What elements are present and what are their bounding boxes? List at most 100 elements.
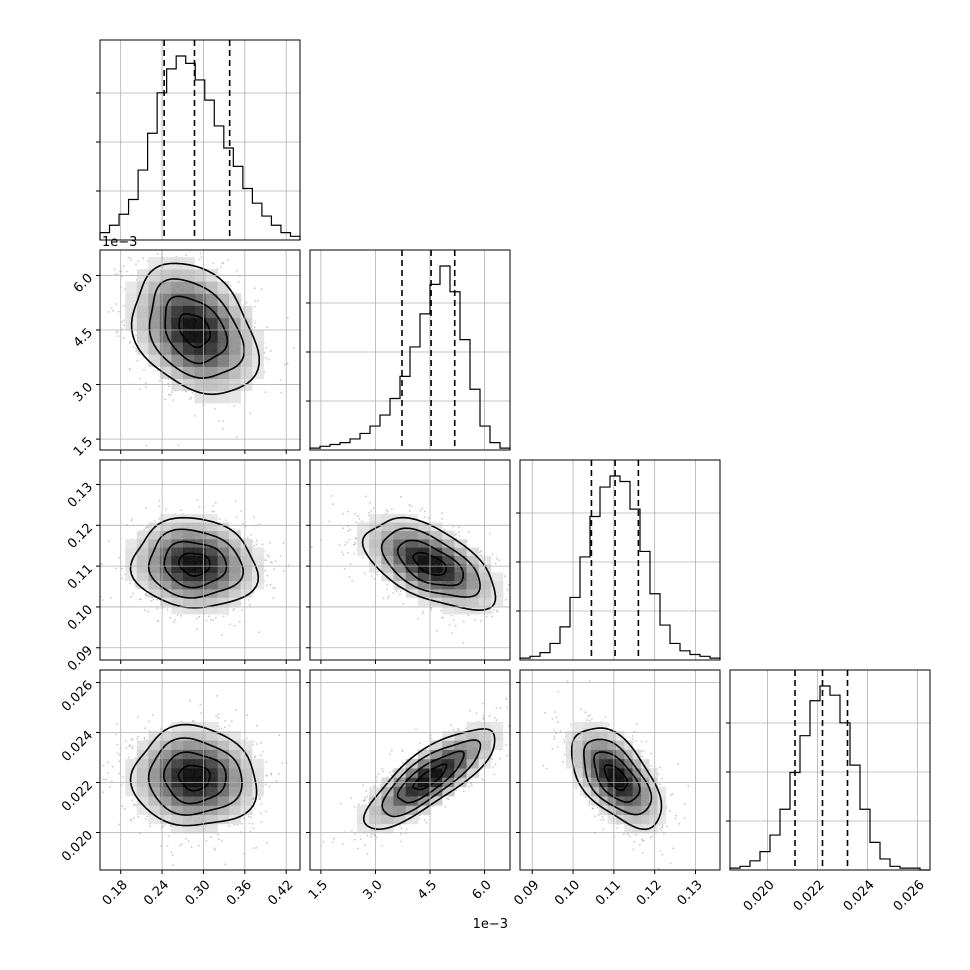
density-cell [148,580,161,590]
scatter-point [370,575,373,577]
density-cell [417,564,431,573]
scatter-point [392,592,394,594]
scatter-point [215,714,218,717]
scatter-point [101,599,104,601]
scatter-point [184,390,187,393]
scatter-point [241,609,244,612]
scatter-point [467,614,470,616]
density-cell [183,580,195,590]
scatter-point [152,598,155,601]
scatter-point [108,540,110,543]
scatter-point [117,273,119,276]
density-cell [148,539,161,548]
density-cell [136,305,149,319]
scatter-point [451,632,453,634]
scatter-point [421,507,423,510]
density-cell [125,281,138,294]
density-cell [229,539,241,548]
density-cell [125,572,138,581]
density-cell [405,530,419,540]
scatter-point [249,412,252,415]
density-cell [217,572,230,581]
scatter-point [347,510,349,513]
scatter-point [424,510,426,513]
density-cell [357,547,370,556]
density-cell [217,330,230,343]
contour-line-0 [178,552,211,577]
scatter-point [372,507,375,510]
density-cell [454,547,467,556]
density-cell [194,580,207,590]
scatter-point [440,609,442,612]
scatter-point [135,585,137,588]
density-cell [171,589,184,598]
scatter-point [463,620,465,623]
pair-grid [310,460,510,660]
density-cell [159,589,172,598]
scatter-point [122,336,125,339]
scatter-point [142,257,145,260]
scatter-point [145,594,148,597]
scatter-point [233,624,236,627]
density-cell [381,564,394,573]
scatter-point [455,537,458,540]
scatter-point [215,501,217,504]
scatter-point [234,500,237,503]
density-cell [125,547,138,556]
density-cell [217,547,230,556]
scatter-point [94,547,96,549]
scatter-point [212,619,214,622]
histogram-frame-2 [519,459,721,661]
scatter-point [132,592,134,595]
scatter-point [264,569,267,572]
density-cell [454,572,467,581]
scatter-point [354,512,357,515]
scatter-point [260,288,263,291]
density-cell [405,522,419,531]
scatter-point [68,275,70,277]
histogram-frame-3 [729,669,931,871]
scatter-point [102,764,105,767]
scatter-point [94,363,96,365]
density-cell [381,514,394,523]
density-cell [136,317,149,331]
density-cell [206,342,218,355]
scatter-point [233,405,236,407]
density-cell [442,597,455,606]
scatter-point [207,615,210,618]
density-cell [217,390,230,404]
pair-panel-3-0 [96,669,301,874]
density-cell [171,293,184,306]
scatter-point [180,615,183,617]
scatter-point [254,300,257,303]
scatter-point [269,350,272,352]
scatter-point [147,610,150,613]
density-cell [240,354,253,367]
scatter-point [117,335,120,338]
histogram-frame-0 [99,39,301,241]
scatter-point [454,625,457,627]
density-cell [229,555,241,565]
density-cell [229,293,241,306]
density-cell [206,514,218,523]
scatter-point [220,266,222,269]
scatter-point [264,356,267,359]
scatter-point [255,846,258,849]
pair-panel-1-0 [68,249,301,454]
contour-line-1 [163,540,228,589]
scatter-point [100,563,103,566]
density-cell [183,257,195,270]
scatter-point [269,541,271,544]
contour-line-0 [412,551,447,576]
density-cell [125,305,138,319]
density-cell [229,530,241,540]
scatter-point [128,256,131,259]
scatter-point [137,260,139,262]
density-cell [393,580,406,590]
scatter-point [349,563,352,565]
scatter-point [362,556,364,559]
scatter-point [134,334,137,337]
density-cell [171,605,184,615]
histogram-frame-1 [309,249,511,451]
